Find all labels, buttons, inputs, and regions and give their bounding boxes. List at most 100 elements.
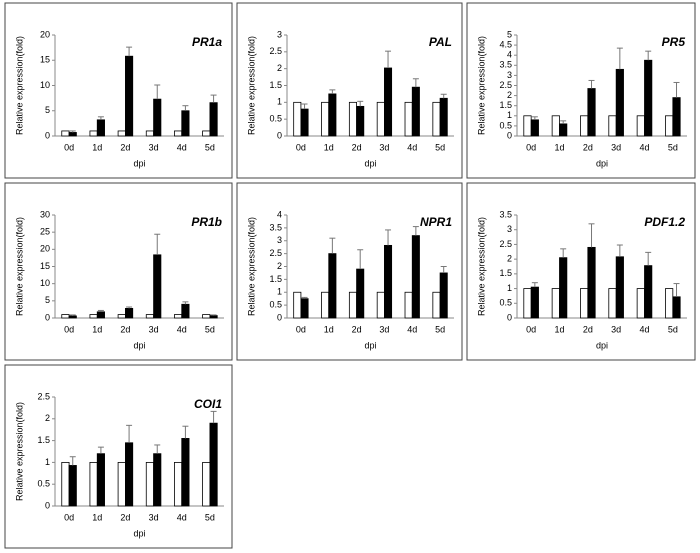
y-tick-label: 2 [45,413,50,423]
bar [356,268,365,319]
y-axis-label: Relative expression(fold) [14,36,24,135]
x-tick-label: 5d [205,512,215,522]
x-tick-label: 1d [554,324,564,334]
x-tick-label: 4d [177,142,187,152]
y-tick-label: 0 [45,500,50,510]
bar [615,256,624,319]
bar [411,86,420,137]
x-tick-label: 5d [668,142,678,152]
x-tick-label: 2d [583,142,593,152]
y-tick-label: 1.5 [499,100,512,110]
bar [89,130,98,137]
bar [384,67,393,137]
y-tick-label: 1.5 [499,268,512,278]
bar [644,265,653,319]
x-tick-label: 1d [92,512,102,522]
bar [672,296,681,319]
bar [530,119,539,137]
panel-title: NPR1 [420,215,452,229]
y-tick-label: 0 [507,312,512,322]
y-tick-label: 0 [45,312,50,322]
x-axis-label: dpi [133,340,145,350]
y-tick-label: 2 [277,63,282,73]
bar [202,130,211,137]
panel-frame [466,2,696,179]
x-tick-label: 3d [149,142,159,152]
bar [348,101,357,137]
bar [89,314,98,319]
y-tick-label: 0.5 [269,114,282,124]
bar [432,291,441,319]
bar [181,110,190,137]
x-tick-label: 3d [379,142,389,152]
panel: 0 0.5 1 1.5 2 2.5 3 3.5 PDF1.2 Relative expressio… [466,182,696,361]
x-tick-label: 1d [92,324,102,334]
bar [432,101,441,137]
y-tick-label: 15 [40,261,50,271]
bar [608,288,617,319]
bar [153,98,162,137]
x-tick-label: 5d [668,324,678,334]
y-tick-label: 1.5 [269,274,282,284]
bar [636,115,645,137]
bar [209,422,218,507]
y-tick-label: 4.5 [499,39,512,49]
y-tick-label: 2.5 [499,80,512,90]
x-axis-label: dpi [364,158,376,168]
x-axis-label: dpi [364,340,376,350]
x-axis-label: dpi [596,340,608,350]
y-axis-label: Relative expression(fold) [476,217,486,316]
bar [293,101,302,137]
panel-title: PR1b [191,215,222,229]
bar [644,59,653,137]
x-tick-label: 3d [149,512,159,522]
bar [328,253,337,319]
y-tick-label: 30 [40,209,50,219]
x-tick-label: 4d [177,512,187,522]
bar [61,314,70,319]
y-tick-label: 0.5 [499,120,512,130]
y-tick-label: 5 [507,29,512,39]
x-tick-label: 5d [435,324,445,334]
x-tick-label: 4d [639,324,649,334]
y-axis-label: Relative expression(fold) [14,217,24,316]
x-axis-label: dpi [596,158,608,168]
panel-title: PR1a [192,35,222,49]
bar [145,461,154,507]
x-tick-label: 5d [435,142,445,152]
y-tick-label: 3 [277,235,282,245]
bar [551,288,560,319]
y-tick-label: 1 [507,283,512,293]
bar [672,97,681,137]
bar [61,130,70,137]
bar [209,102,218,137]
x-tick-label: 1d [554,142,564,152]
bar [145,130,154,137]
bar [376,101,385,137]
x-tick-label: 0d [296,324,306,334]
bar [96,311,105,319]
x-tick-label: 0d [296,142,306,152]
x-axis-label: dpi [133,528,145,538]
x-tick-label: 3d [379,324,389,334]
y-axis-label: Relative expression(fold) [476,36,486,135]
bar [293,291,302,319]
panel: 00.511.522.533.544.55 PR5 Relative express… [466,2,696,179]
bar [530,286,539,319]
y-tick-label: 0 [277,130,282,140]
bar [68,465,77,507]
panel-frame [236,182,463,361]
y-tick-label: 2.5 [37,391,50,401]
bar [117,130,126,137]
y-tick-label: 4 [507,50,512,60]
y-tick-label: 2 [277,261,282,271]
bar [174,130,183,137]
bar [209,315,218,319]
y-axis-label: Relative expression(fold) [14,402,24,501]
bar [328,93,337,137]
bar [404,101,413,137]
panel-frame [466,182,696,361]
y-tick-label: 0 [277,312,282,322]
bar [384,244,393,319]
